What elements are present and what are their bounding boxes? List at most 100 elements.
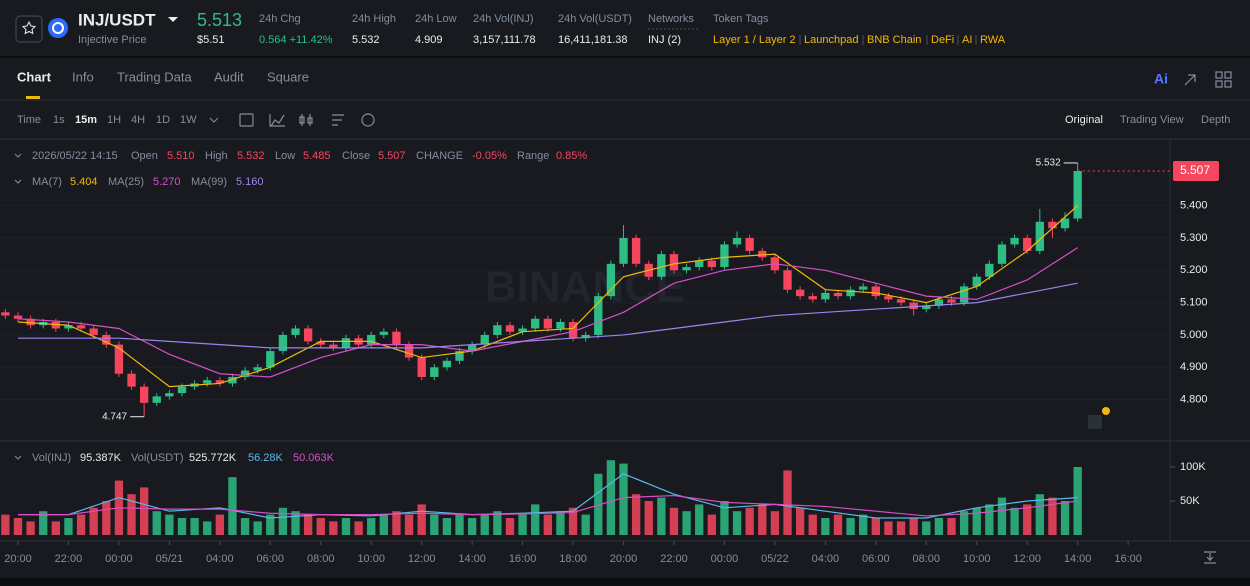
candle-body [1060,218,1070,229]
candle-body [707,260,716,268]
candle-body [240,370,250,377]
token-tag[interactable]: RWA [980,34,1006,46]
candle-body [76,325,86,329]
tab[interactable]: Chart [17,69,52,84]
candle-body [720,244,729,268]
candle-body [959,286,969,303]
candle-body [543,318,552,329]
favorite-button[interactable] [15,15,43,43]
legend-toggle[interactable] [14,153,22,158]
volume-bar [39,511,48,535]
candle-body [783,270,792,290]
volume-bar [51,521,60,535]
tab[interactable]: Trading Data [117,69,192,84]
volume-bar [833,514,843,535]
volume-bar [871,518,880,535]
candle-body [417,357,426,377]
alert-icon[interactable] [1088,415,1102,429]
candle-body [253,367,262,371]
candle-body [367,334,376,345]
ohlc-info: -0.05% [472,150,507,162]
volume-bar [594,473,603,535]
stat-value: INJ (2) [648,34,681,46]
interval[interactable]: 1W [180,114,197,126]
layout-icon[interactable] [1215,71,1223,79]
calendar-icon[interactable] [239,113,254,127]
candle-body [934,299,944,306]
volume-bar [139,487,149,535]
x-tick-label: 00:00 [711,553,739,565]
x-tick-label: 05/21 [156,553,184,565]
volume-bar [619,463,628,535]
token-tag[interactable]: AI [962,34,972,46]
interval[interactable]: 15m [75,114,97,126]
stat-label: 24h Chg [259,13,301,25]
view-option[interactable]: Original [1065,114,1103,126]
x-tick-label: 05/22 [761,553,789,565]
volume-legend: Vol(USDT) [131,452,184,464]
volume-bar [417,504,426,535]
volume-tick-label: 50K [1180,495,1200,507]
candle-body [846,289,855,297]
volume-bar [606,460,616,535]
pair-dropdown[interactable] [168,17,178,22]
token-tag[interactable]: BNB Chain [867,34,921,46]
indicator-icon[interactable] [269,114,285,127]
volume-bar [278,507,288,535]
candle-body [909,302,918,310]
x-tick-label: 22:00 [660,553,688,565]
target-icon[interactable] [361,113,375,127]
candle-body [758,250,767,258]
x-tick-label: 12:00 [1013,553,1041,565]
volume-bar [165,514,174,535]
view-option[interactable]: Trading View [1120,114,1184,126]
candle-body [795,289,805,297]
volume-bar [884,521,893,535]
token-tag[interactable]: Layer 1 / Layer 2 [713,34,796,46]
volume-bar [316,518,325,535]
ma-legend: MA(25) [108,176,144,188]
candle-body [669,254,679,271]
stat-value: 4.909 [415,34,443,46]
x-tick-label: 16:00 [509,553,537,565]
coin-logo [48,18,68,38]
interval[interactable]: 4H [131,114,145,126]
candle-body [278,334,288,352]
volume-bar [253,521,262,535]
settings-icon[interactable] [332,114,344,126]
scale-icon[interactable] [1204,551,1216,564]
volume-bar [543,514,552,535]
ma-legend: 5.270 [153,176,181,188]
tab[interactable]: Audit [214,69,244,84]
tab[interactable]: Info [72,69,94,84]
interval[interactable]: 1s [53,114,65,126]
candle-body [228,376,237,384]
token-tag[interactable]: Launchpad [804,34,858,46]
legend-toggle[interactable] [14,455,22,460]
volume-legend: 56.28K [248,452,284,464]
candle-body [896,299,906,303]
candle-icon[interactable] [299,114,313,126]
interval[interactable]: 1D [156,114,170,126]
y-tick-label: 5.300 [1180,232,1208,244]
token-tag[interactable]: DeFi [931,34,954,46]
candle-body [480,334,489,345]
volume-bar [467,518,477,535]
legend-toggle[interactable] [14,179,22,184]
expand-icon[interactable] [1184,74,1196,86]
stat-value: 3,157,111.78 [473,34,536,46]
candle-body [177,386,187,394]
candle-body [556,322,565,329]
interval[interactable]: 1H [107,114,121,126]
candle-body [455,351,464,361]
x-tick-label: 20:00 [4,553,32,565]
ohlc-info: Open [131,150,158,162]
volume-legend: 50.063K [293,452,335,464]
tab[interactable]: Square [267,69,309,84]
candle-body [1035,221,1044,251]
ai-button[interactable]: Ai [1154,71,1168,87]
view-option[interactable]: Depth [1201,114,1230,126]
volume-bar [177,518,187,535]
volume-bar [203,521,212,535]
volume-bar [1023,504,1032,535]
